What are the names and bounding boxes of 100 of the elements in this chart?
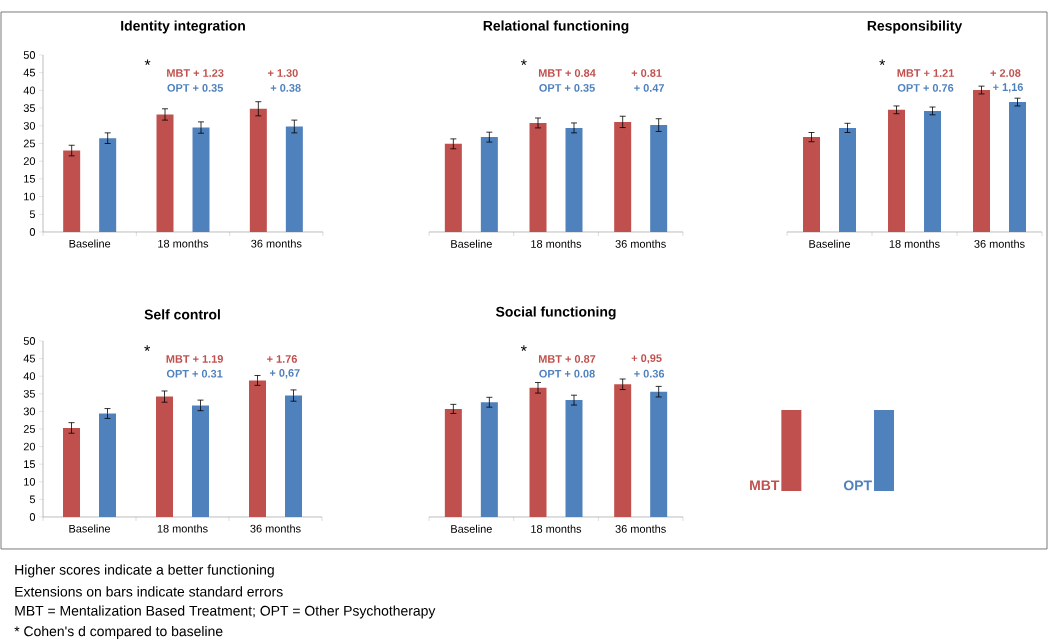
bar [192, 405, 210, 517]
chart-title: Social functioning [495, 306, 616, 320]
y-tick-label: 0 [29, 513, 36, 521]
x-tick-label: Baseline [69, 239, 111, 248]
bar [192, 127, 210, 232]
x-tick-label: 36 months [615, 524, 666, 533]
y-tick-label: 45 [23, 354, 36, 363]
bar [973, 90, 991, 232]
bar [99, 413, 117, 517]
bar [614, 384, 632, 517]
bar [249, 108, 267, 232]
annotation: + 0,95 [631, 354, 662, 364]
annotation: + 0.47 [634, 84, 665, 92]
x-tick-label: Baseline [69, 524, 111, 533]
bar [480, 137, 498, 232]
bar [156, 396, 174, 517]
annotation: MBT + 1.21 [897, 69, 955, 77]
annotation: + 0.81 [631, 69, 662, 77]
annotation: MBT + 0.87 [538, 355, 596, 363]
annotation: + 0.38 [270, 84, 301, 92]
bar [444, 143, 462, 232]
bar [565, 127, 583, 232]
annotation: + 1.76 [267, 355, 297, 363]
annotation: + 2.08 [990, 69, 1021, 77]
y-tick-label: 10 [24, 477, 36, 486]
x-tick-label: Baseline [809, 239, 851, 248]
bar [285, 126, 303, 232]
chart-title: Responsibility [867, 20, 963, 34]
y-tick-label: 35 [23, 389, 36, 398]
bar [99, 138, 117, 232]
text: OPT [843, 480, 872, 491]
x-tick-label: Baseline [451, 524, 492, 533]
y-tick-label: 40 [23, 372, 36, 381]
y-tick-label: 30 [23, 121, 36, 130]
y-tick-label: 35 [23, 104, 36, 112]
bar [156, 114, 174, 232]
bar [650, 391, 668, 517]
chart-title: Relational functioning [483, 20, 629, 34]
bar [924, 110, 942, 232]
x-tick-label: 18 months [157, 524, 208, 533]
annotation: * [879, 59, 886, 66]
bar [285, 395, 303, 517]
x-tick-label: 36 months [615, 239, 666, 248]
y-tick-label: 50 [23, 337, 36, 345]
y-tick-label: 25 [23, 425, 36, 433]
bar [1009, 102, 1027, 232]
bar [480, 402, 498, 517]
text: Extensions on bars indicate standard errors [15, 586, 283, 597]
x-tick-label: 18 months [158, 239, 209, 248]
bar [249, 380, 267, 517]
x-tick-label: 36 months [251, 239, 302, 248]
annotation: + 1,16 [993, 83, 1023, 93]
annotation: * [520, 59, 527, 66]
y-tick-label: 0 [29, 228, 36, 236]
y-tick-label: 15 [24, 460, 36, 469]
x-tick-label: 18 months [531, 524, 582, 533]
x-tick-label: 18 months [531, 239, 582, 248]
y-tick-label: 10 [24, 192, 36, 201]
bar [614, 121, 632, 232]
y-tick-label: 45 [23, 68, 36, 77]
text: Higher scores indicate a better functioning [15, 564, 274, 578]
bar [839, 127, 857, 232]
bar [650, 125, 668, 232]
annotation: OPT + 0.35 [167, 84, 223, 92]
annotation: + 1.30 [267, 69, 298, 77]
bar [63, 427, 81, 517]
x-tick-label: 36 months [250, 524, 301, 533]
bar [565, 400, 583, 517]
y-tick-label: 40 [23, 86, 36, 95]
annotation: MBT + 0.84 [538, 69, 596, 77]
annotation: MBT + 1.19 [166, 355, 223, 363]
bar [803, 137, 821, 232]
annotation: + 0,67 [269, 369, 300, 379]
x-tick-label: 18 months [889, 239, 940, 248]
annotation: * [520, 345, 527, 351]
annotation: OPT + 0.08 [539, 369, 595, 378]
annotation: * [144, 345, 151, 351]
chart-title: Identity integration [121, 20, 245, 34]
y-tick-label: 20 [23, 442, 36, 451]
bar [529, 122, 547, 232]
bar [529, 387, 547, 517]
annotation: * [144, 59, 151, 66]
y-tick-label: 5 [29, 495, 36, 504]
bar [888, 109, 906, 232]
bar [63, 150, 81, 232]
y-tick-label: 50 [23, 51, 36, 59]
text: MBT = Mentalization Based Treatment; OPT = Other Psychotherapy [15, 605, 436, 619]
annotation: + 0.36 [634, 369, 665, 378]
annotation: OPT + 0.35 [539, 84, 595, 92]
chart-title: Self control [144, 309, 220, 320]
x-tick-label: 36 months [974, 239, 1025, 248]
text: MBT [750, 480, 780, 491]
y-tick-label: 5 [29, 210, 36, 219]
y-tick-label: 25 [23, 139, 36, 148]
bar [444, 408, 462, 517]
y-tick-label: 20 [23, 157, 36, 166]
x-tick-label: Baseline [451, 239, 492, 248]
annotation: MBT + 1.23 [167, 69, 224, 77]
y-tick-label: 15 [24, 175, 36, 183]
annotation: OPT + 0.76 [897, 84, 954, 92]
